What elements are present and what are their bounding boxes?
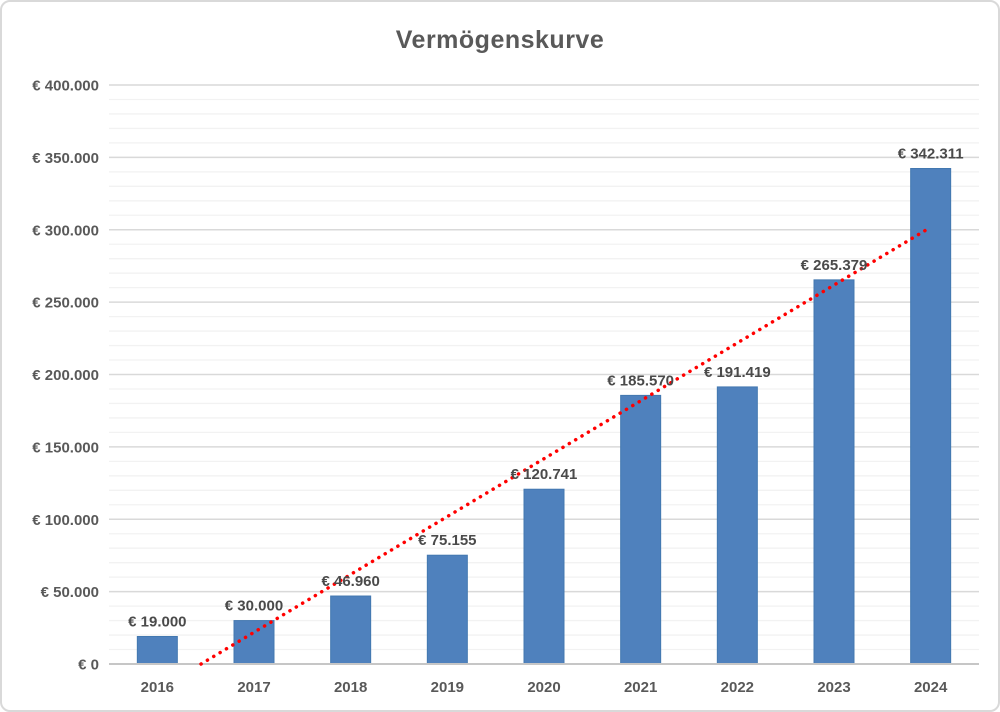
data-label: € 46.960 [321,573,379,590]
data-label: € 19.000 [128,613,186,630]
x-tick-label: 2021 [624,679,657,696]
x-tick-label: 2023 [817,679,850,696]
y-tick-label: € 50.000 [41,584,99,601]
bar-2023 [813,279,855,665]
chart-title: Vermögenskurve [395,26,605,54]
data-label: € 185.570 [607,372,674,389]
bar-2017 [233,620,275,665]
x-tick-label: 2018 [334,679,367,696]
y-tick-label: € 100.000 [32,512,99,529]
y-tick-label: € 150.000 [32,439,99,456]
y-tick-label: € 250.000 [32,295,99,312]
bar-2018 [330,595,372,665]
y-tick-label: € 200.000 [32,367,99,384]
bar-2021 [620,394,662,665]
y-tick-label: € 0 [78,657,99,674]
x-tick-label: 2016 [141,679,174,696]
y-tick-label: € 400.000 [32,78,99,95]
data-label: € 265.379 [801,257,868,274]
y-tick-label: € 350.000 [32,150,99,167]
data-label: € 191.419 [704,364,771,381]
x-tick-label: 2017 [237,679,270,696]
bar-2019 [426,554,468,665]
x-tick-label: 2024 [914,679,948,696]
bar-2024 [910,168,952,665]
data-label: € 30.000 [225,598,283,615]
data-label: € 75.155 [418,532,476,549]
bar-2016 [136,635,178,665]
trendline [199,225,933,666]
bar-2020 [523,488,565,665]
bar-2022 [716,386,758,665]
data-label: € 342.311 [898,146,964,163]
y-tick-label: € 300.000 [32,222,99,239]
x-tick-label: 2020 [527,679,560,696]
x-tick-label: 2022 [721,679,754,696]
x-tick-label: 2019 [431,679,464,696]
data-label: € 120.741 [511,466,578,483]
